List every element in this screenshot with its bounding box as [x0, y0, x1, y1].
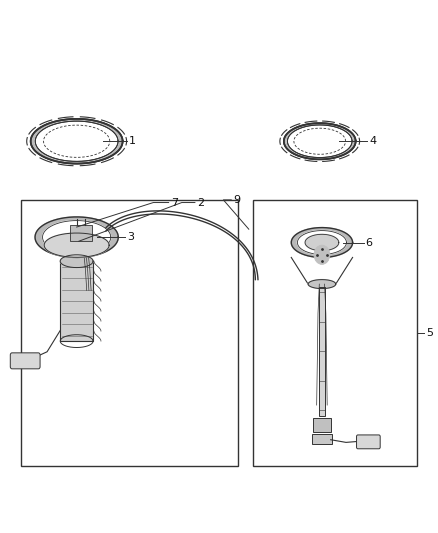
Polygon shape — [305, 235, 339, 251]
Bar — [319, 287, 325, 416]
Text: 9: 9 — [233, 195, 240, 205]
Polygon shape — [44, 233, 109, 257]
Text: 3: 3 — [127, 232, 134, 242]
Text: 6: 6 — [366, 238, 373, 247]
Bar — [60, 261, 93, 341]
Bar — [21, 200, 238, 466]
Bar — [70, 225, 92, 241]
Text: 5: 5 — [426, 328, 433, 338]
Bar — [313, 418, 331, 432]
Polygon shape — [35, 217, 118, 257]
Bar — [312, 434, 332, 444]
Polygon shape — [287, 125, 352, 158]
FancyBboxPatch shape — [357, 435, 380, 449]
Polygon shape — [35, 121, 118, 161]
Text: 4: 4 — [369, 136, 376, 146]
Polygon shape — [42, 221, 111, 254]
Bar — [253, 200, 417, 466]
Polygon shape — [284, 123, 356, 159]
Polygon shape — [31, 119, 123, 164]
Polygon shape — [60, 255, 93, 268]
Polygon shape — [308, 280, 336, 288]
Text: 1: 1 — [129, 136, 136, 146]
Polygon shape — [297, 231, 346, 254]
Polygon shape — [291, 228, 353, 257]
FancyBboxPatch shape — [10, 353, 40, 369]
Text: 7: 7 — [171, 198, 178, 207]
Circle shape — [314, 245, 330, 264]
Text: 2: 2 — [197, 198, 204, 207]
